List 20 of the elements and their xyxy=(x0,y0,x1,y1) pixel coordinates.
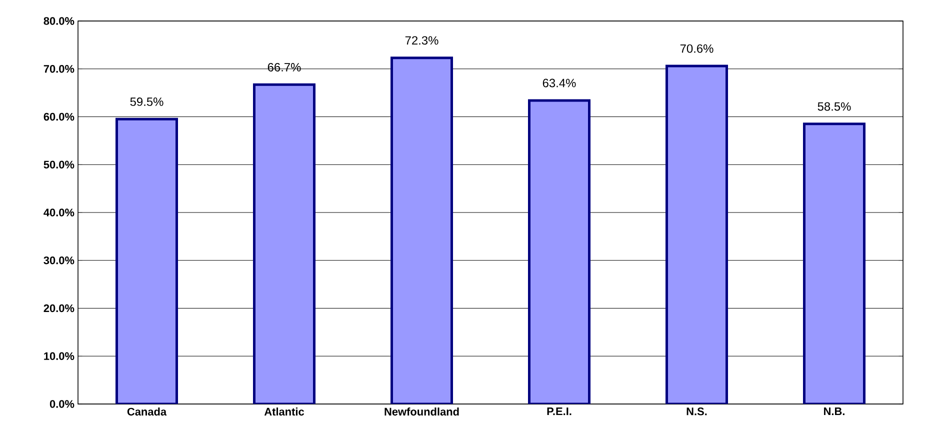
data-label: 63.4% xyxy=(542,78,576,88)
y-tick-label: 60.0% xyxy=(44,112,74,121)
data-label: 70.6% xyxy=(680,44,714,53)
y-tick-label: 70.0% xyxy=(44,65,74,73)
x-tick-label: P.E.I. xyxy=(547,408,572,416)
data-label: 58.5% xyxy=(818,102,851,111)
x-tick-label: Canada xyxy=(127,408,167,416)
x-tick-label: Newfoundland xyxy=(384,408,459,416)
data-label: 59.5% xyxy=(130,97,164,106)
data-label: 72.3% xyxy=(405,36,438,45)
x-tick-label: N.S. xyxy=(686,408,707,416)
y-tick-label: 50.0% xyxy=(44,160,74,169)
y-tick-label: 20.0% xyxy=(44,304,74,312)
x-tick-label: Atlantic xyxy=(264,408,304,416)
y-tick-label: 0.0% xyxy=(50,400,74,408)
y-tick-label: 10.0% xyxy=(44,352,74,360)
x-tick-label: N.B. xyxy=(824,408,844,416)
y-tick-label: 40.0% xyxy=(44,208,74,216)
y-tick-label: 30.0% xyxy=(44,256,74,264)
y-tick-label: 80.0% xyxy=(44,17,74,25)
